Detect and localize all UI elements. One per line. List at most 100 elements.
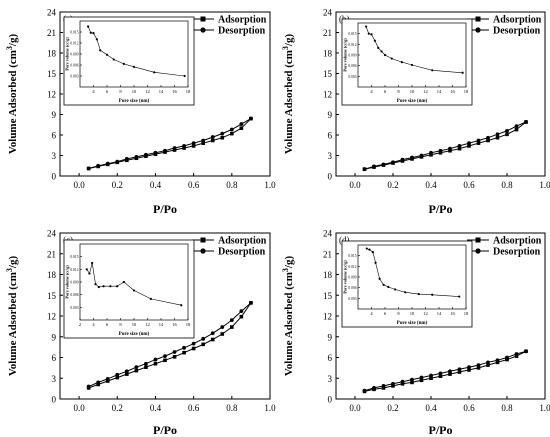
desorption-point — [96, 380, 101, 385]
inset-point — [109, 285, 112, 288]
legend-label-adsorption: Adsorption — [218, 15, 267, 26]
desorption-point — [429, 373, 433, 378]
series-desorption — [362, 349, 528, 393]
adsorption-point — [191, 144, 196, 148]
y-axis-title-sup: 3 — [281, 268, 290, 272]
inset-x-tick-label: 18 — [464, 89, 469, 94]
inset-x-tick-label: 12 — [145, 322, 150, 327]
y-axis-title-tail: /g) — [7, 34, 19, 48]
y-axis-title-tail: /g) — [7, 256, 19, 270]
desorption-point — [153, 150, 158, 155]
adsorption-point — [495, 360, 500, 365]
inset-point — [390, 57, 393, 60]
adsorption-point — [239, 126, 244, 130]
inset-point — [122, 280, 125, 284]
desorption-point — [486, 135, 490, 140]
adsorption-point — [220, 135, 225, 140]
legend-label-adsorption: Adsorption — [493, 236, 542, 247]
desorption-line — [364, 350, 527, 392]
y-tick-label: 18 — [47, 49, 57, 59]
desorption-point — [372, 386, 376, 390]
x-axis-title: P/Po — [429, 423, 453, 437]
inset-x-tick-label: 8 — [119, 89, 122, 94]
series-adsorption — [86, 116, 253, 171]
x-tick-label: 0.4 — [150, 180, 162, 190]
desorption-point — [115, 372, 120, 377]
inset-x-tick-label: 18 — [186, 322, 191, 327]
y-tick-label: 18 — [47, 270, 57, 280]
desorption-point — [467, 141, 471, 146]
desorption-point — [400, 379, 405, 384]
inset-point — [87, 25, 90, 28]
adsorption-point — [429, 376, 433, 381]
inset-point — [370, 33, 373, 36]
desorption-point — [191, 341, 196, 346]
desorption-point — [134, 154, 139, 159]
legend-square-marker — [200, 237, 206, 243]
desorption-point — [229, 318, 234, 323]
desorption-point — [105, 377, 110, 381]
x-tick-label: 0.2 — [112, 180, 123, 190]
desorption-point — [220, 325, 225, 329]
panel-b: 0 3 6 9 12 15 18 21 24 0.0 0.2 0.4 0.6 0.8 1.0 P/Po Volu… — [281, 8, 550, 217]
inset-x-tick-label: 4 — [370, 311, 373, 316]
panel-d: 0 3 6 9 12 15 18 21 24 0.0 0.2 0.4 0.6 0.8 1.0 P/Po Volu… — [281, 229, 550, 437]
inset-x-tick-label: 18 — [464, 311, 469, 316]
desorption-point — [239, 122, 244, 126]
x-tick-label: 1.0 — [264, 403, 276, 413]
y-tick-label: 15 — [323, 291, 333, 301]
x-tick-label: 0.8 — [226, 180, 238, 190]
desorption-point — [182, 144, 186, 148]
inset-point — [374, 261, 377, 264]
adsorption-point — [201, 141, 205, 145]
desorption-point — [362, 388, 367, 393]
desorption-point — [410, 155, 414, 160]
inset-y-tick-label: 0.015 — [348, 32, 356, 36]
y-tick-label: 21 — [323, 249, 332, 259]
inset-point — [149, 297, 152, 300]
desorption-point — [524, 120, 528, 124]
y-tick-label: 12 — [47, 90, 56, 100]
x-tick-label: 0.0 — [349, 180, 361, 190]
inset-x-tick-label: 16 — [450, 311, 455, 316]
inset-x-tick-label: 2 — [79, 322, 81, 327]
adsorption-point — [391, 384, 395, 388]
inset-x-title: Pore size (nm) — [397, 99, 428, 104]
desorption-point — [486, 360, 490, 365]
inset-x-title: Pore size (nm) — [119, 332, 150, 337]
inset-point — [92, 31, 95, 35]
desorption-point — [514, 124, 519, 129]
y-tick-label: 0 — [52, 172, 57, 182]
adsorption-point — [514, 127, 519, 132]
x-tick-label: 0.2 — [387, 403, 398, 413]
inset-point — [371, 251, 374, 254]
desorption-point — [419, 375, 424, 380]
inset-point — [116, 285, 119, 288]
x-tick-label: 0.8 — [226, 403, 238, 413]
inset-x-tick-label: 4 — [92, 89, 95, 94]
y-axis-title-main: Volume Adsorbed (cm — [7, 272, 19, 376]
x-tick-label: 0.2 — [387, 180, 398, 190]
y-tick-label: 6 — [52, 131, 57, 141]
inset-y-tick-label: 0.015 — [70, 31, 78, 35]
inset-y-tick-label: 0.012 — [70, 268, 78, 272]
y-tick-label: 0 — [328, 395, 333, 405]
inset-point — [368, 248, 371, 251]
inset-x-tick-label: 14 — [437, 311, 442, 316]
series-adsorption — [86, 301, 253, 390]
inset-x-tick-label: 12 — [423, 89, 428, 94]
y-tick-label: 9 — [52, 110, 57, 120]
desorption-point — [448, 146, 452, 151]
desorption-point — [96, 163, 101, 168]
desorption-point — [220, 131, 225, 136]
desorption-point — [201, 336, 206, 341]
inset-point — [394, 288, 397, 291]
y-tick-label: 6 — [328, 353, 333, 363]
desorption-point — [115, 159, 120, 164]
x-axis-title: P/Po — [429, 202, 453, 216]
y-tick-label: 3 — [328, 151, 333, 161]
inset-point — [367, 32, 370, 35]
x-tick-label: 0.0 — [73, 403, 85, 413]
